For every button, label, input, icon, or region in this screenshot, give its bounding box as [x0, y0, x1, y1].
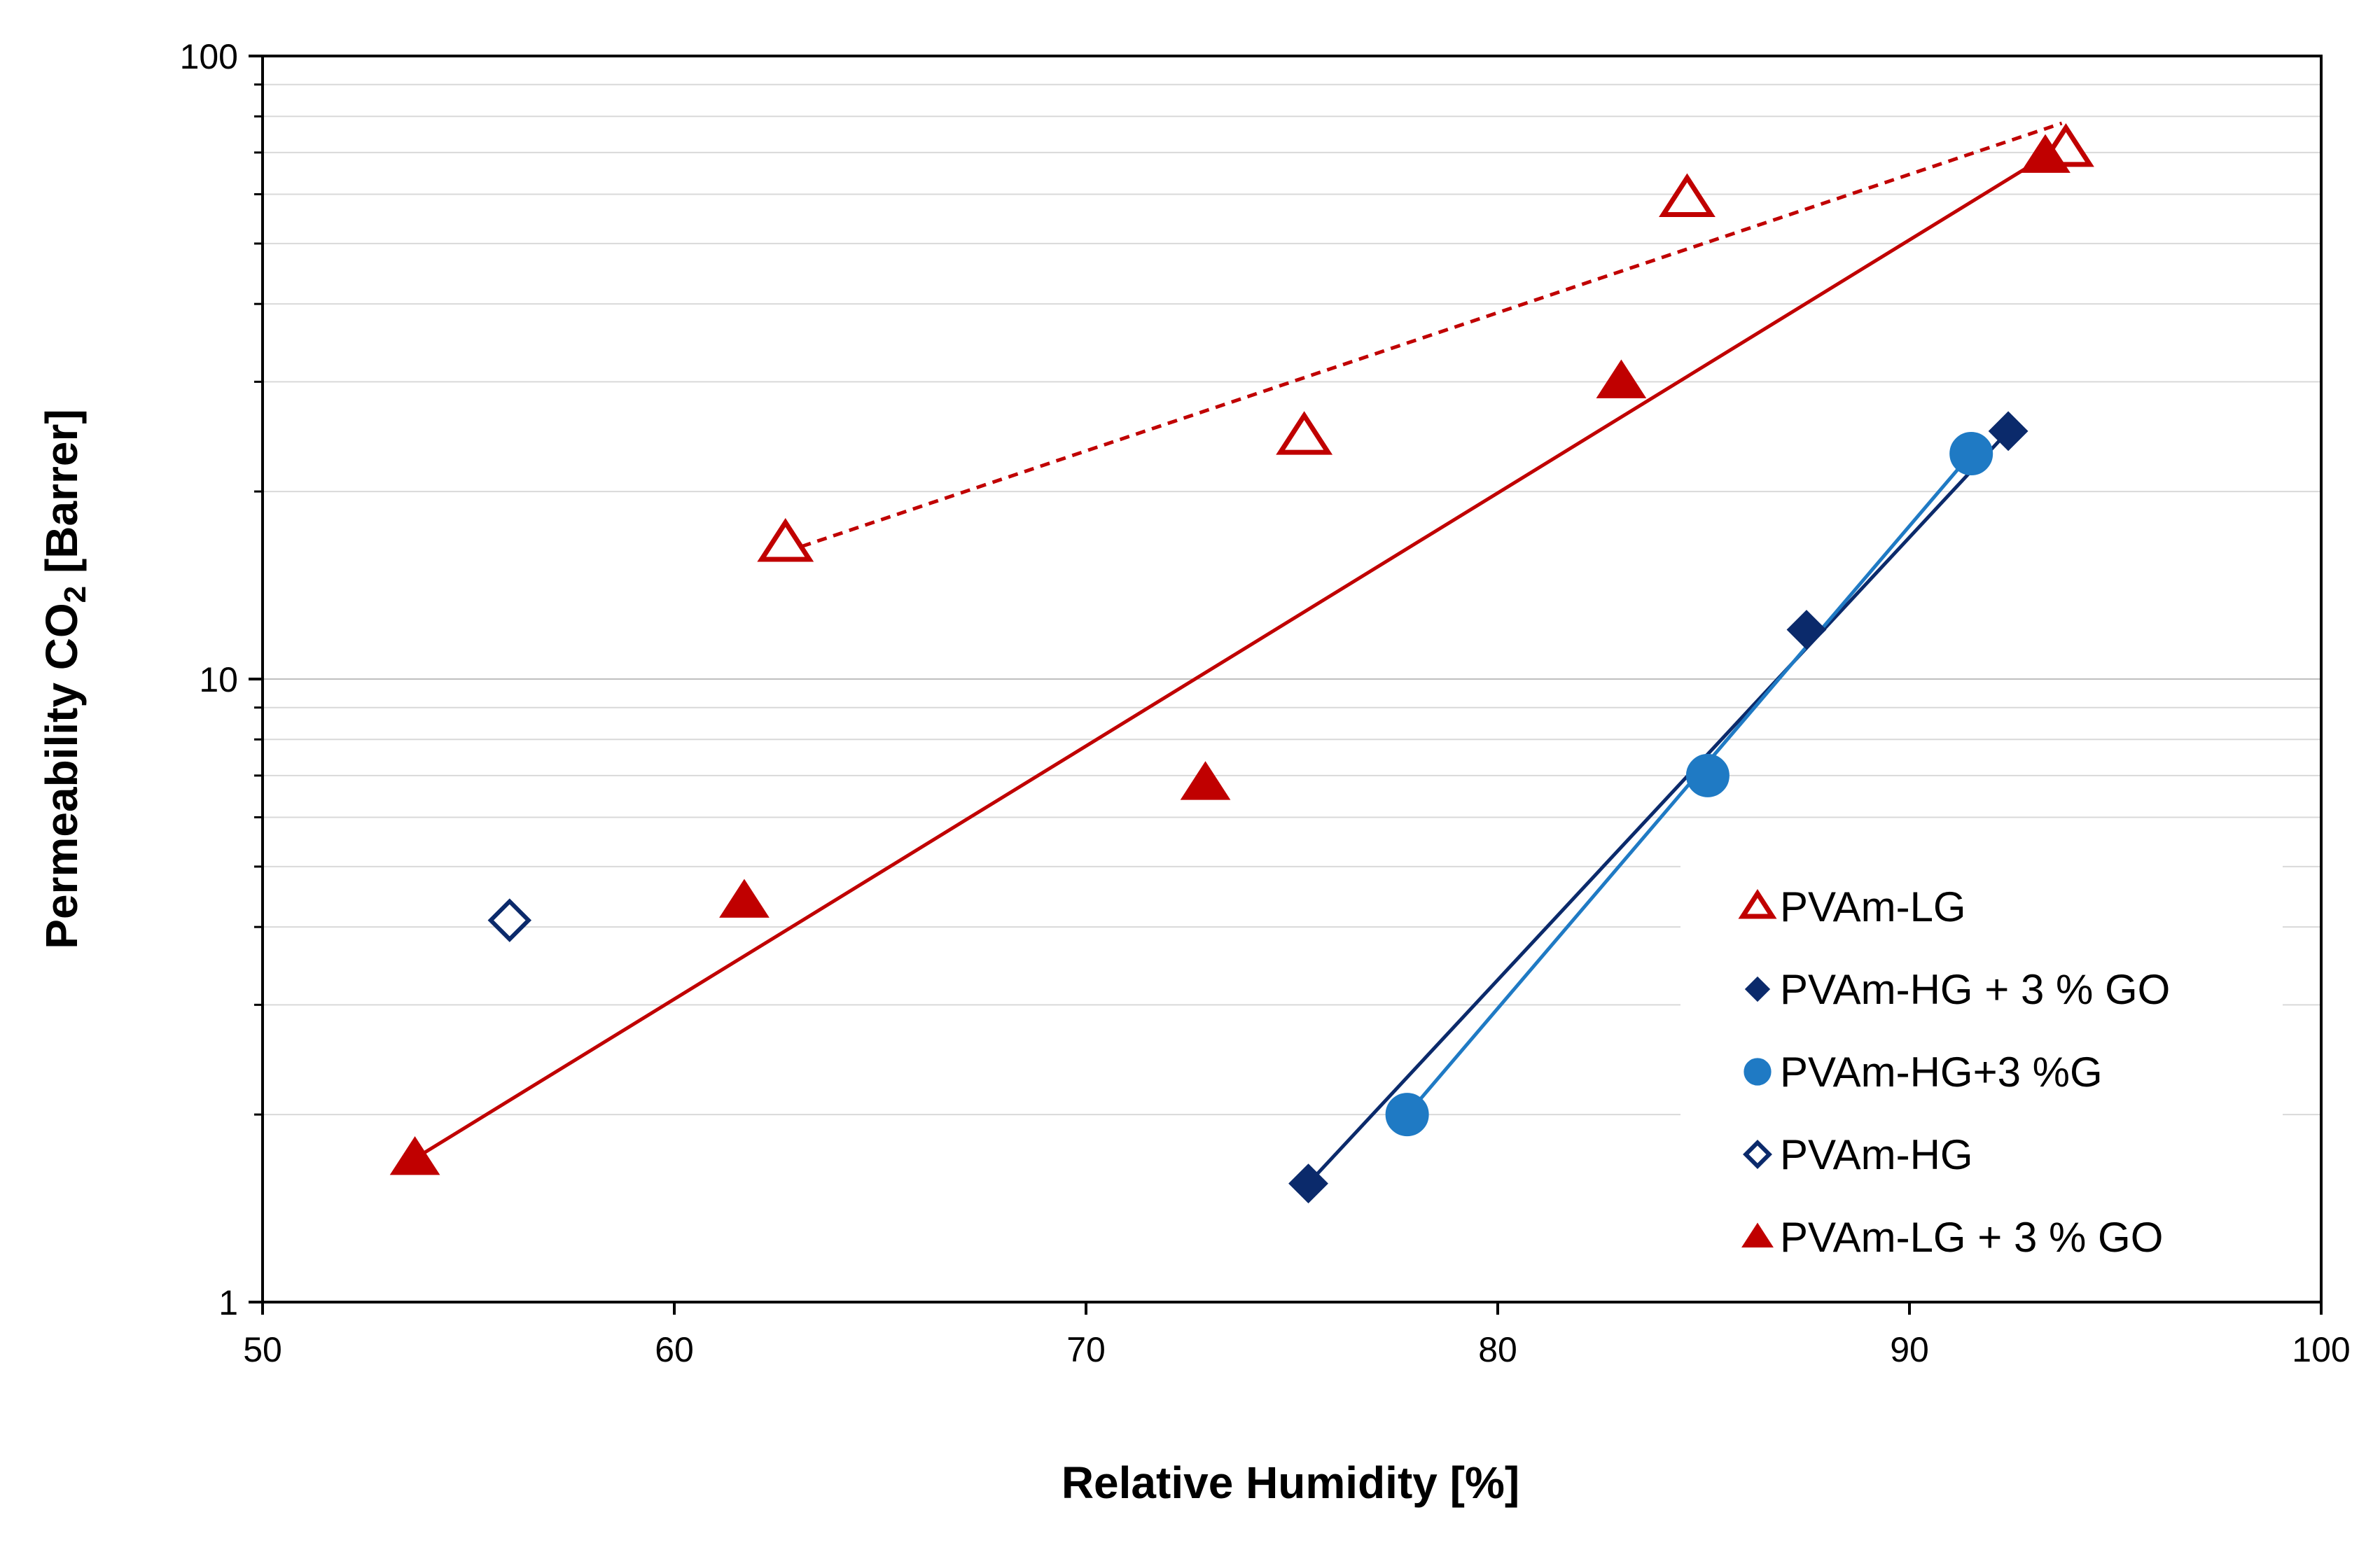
- x-tick-label: 100: [2292, 1330, 2350, 1369]
- x-tick-label: 50: [243, 1330, 282, 1369]
- data-point: [1659, 173, 1716, 217]
- data-point: [1786, 610, 1827, 650]
- x-tick-label: 60: [655, 1330, 694, 1369]
- legend-marker: [1743, 1140, 1772, 1169]
- trendlines: [414, 121, 2063, 1185]
- legend-marker: [1744, 976, 1771, 1002]
- axes: [249, 55, 2323, 1315]
- y-tick-label: 10: [199, 660, 238, 699]
- legend-marker: [1738, 888, 1777, 919]
- trendline: [784, 121, 2063, 554]
- x-tick-label: 80: [1478, 1330, 1517, 1369]
- legend-label: PVAm-HG + 3 % GO: [1780, 966, 2170, 1013]
- data-point: [1685, 753, 1730, 797]
- legend-label: PVAm-LG + 3 % GO: [1780, 1214, 2163, 1261]
- data-point: [719, 879, 770, 918]
- data-point: [1288, 1163, 1328, 1204]
- data-point: [1949, 432, 1993, 476]
- data-point: [1596, 359, 1647, 398]
- legend-background: [1680, 861, 2283, 1288]
- legend: PVAm-LG PVAm-HG + 3 % GO PVAm-HG+3 %G PVAm-…: [1738, 883, 2170, 1261]
- grid-lines: [263, 83, 2321, 1116]
- y-tick-label: 100: [180, 37, 238, 76]
- trendline: [1307, 430, 2010, 1185]
- legend-label: PVAm-HG: [1780, 1131, 1973, 1178]
- y-axis-title-end: [Barrer]: [36, 409, 87, 586]
- data-point: [757, 518, 814, 562]
- y-tick-label: 1: [218, 1283, 238, 1322]
- y-axis-title-main: Permeability CO: [36, 603, 87, 949]
- x-tick-label: 90: [1890, 1330, 1929, 1369]
- y-axis-title: Permeability CO2 [Barrer]: [36, 409, 92, 949]
- legend-label: PVAm-HG+3 %G: [1780, 1049, 2103, 1096]
- data-markers: [389, 123, 2094, 1204]
- legend-marker: [1741, 1222, 1774, 1247]
- data-point: [389, 1136, 440, 1175]
- data-point: [487, 898, 532, 942]
- data-point: [1385, 1093, 1429, 1137]
- x-axis-title: Relative Humidity [%]: [1062, 1457, 1519, 1508]
- legend-label: PVAm-LG: [1780, 883, 1966, 930]
- data-point: [1276, 411, 1333, 455]
- data-point: [2020, 134, 2071, 173]
- data-point: [1180, 761, 1231, 800]
- data-point: [1988, 411, 2028, 452]
- y-axis-title-subscript: 2: [58, 586, 92, 603]
- x-tick-label: 70: [1066, 1330, 1106, 1369]
- trendline: [414, 155, 2047, 1161]
- legend-marker: [1744, 1058, 1772, 1086]
